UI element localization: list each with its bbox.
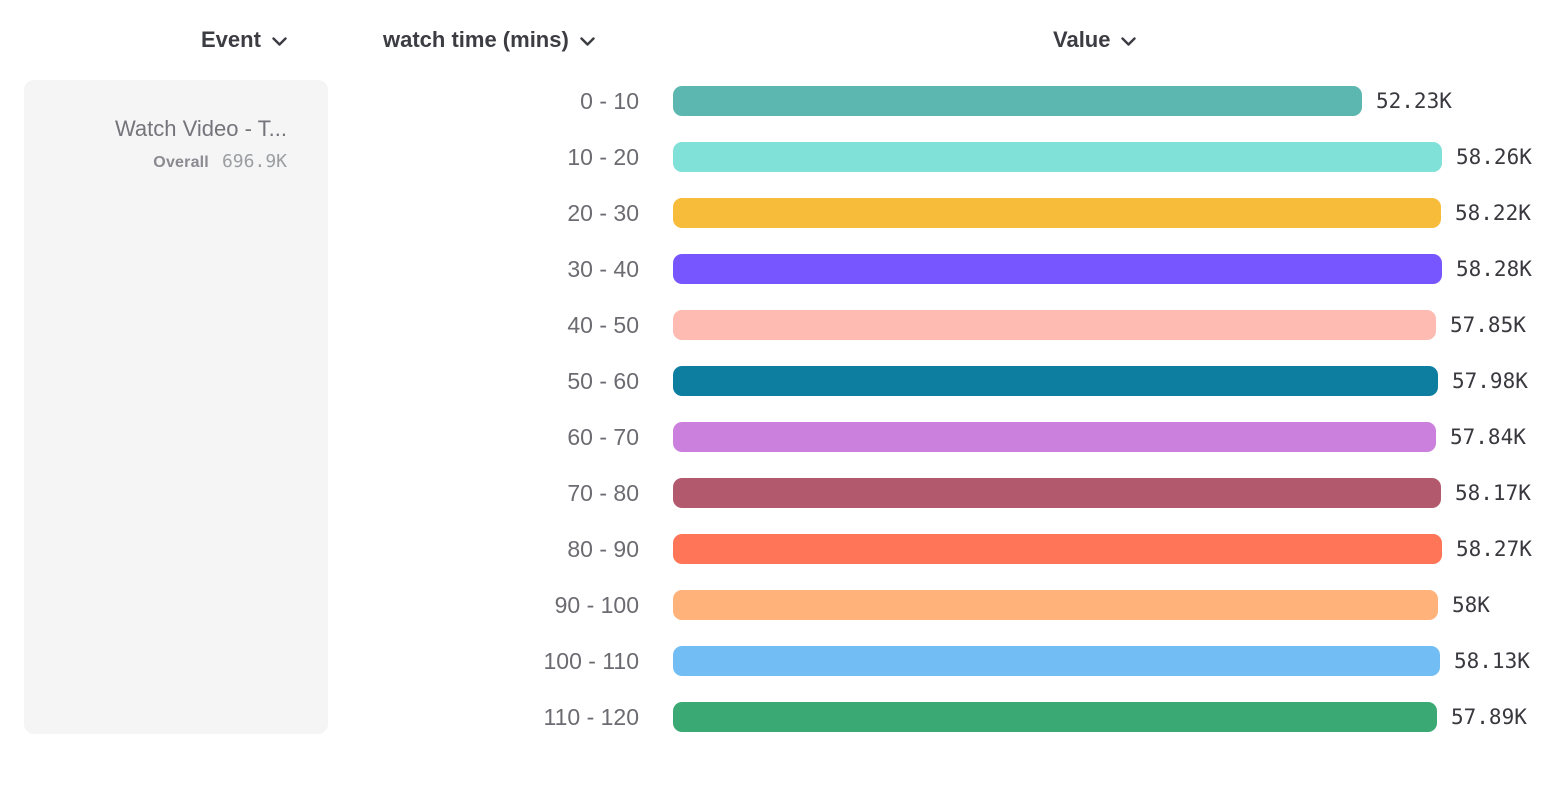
overall-row: Overall 696.9K xyxy=(24,151,287,172)
value-label: 57.85K xyxy=(1450,313,1526,337)
bucket-label: 80 - 90 xyxy=(567,535,639,562)
value-label: 58.13K xyxy=(1454,649,1530,673)
value-bar[interactable] xyxy=(673,646,1440,676)
chevron-down-icon xyxy=(272,36,287,46)
bucket-label: 50 - 60 xyxy=(567,367,639,394)
event-column-header[interactable]: Event xyxy=(201,27,287,53)
chart-row: 20 - 30 58.22K xyxy=(0,185,1568,241)
value-label: 58.17K xyxy=(1455,481,1531,505)
chart-rows: 0 - 10 52.23K 10 - 20 58.26K 20 - 30 58.22K 30… xyxy=(0,73,1568,745)
value-bar[interactable] xyxy=(673,142,1442,172)
watch-time-column-label: watch time (mins) xyxy=(383,27,569,52)
chart-row: 50 - 60 57.98K xyxy=(0,353,1568,409)
value-bar[interactable] xyxy=(673,254,1442,284)
chart-row: 40 - 50 57.85K xyxy=(0,297,1568,353)
chart-row: 0 - 10 52.23K xyxy=(0,73,1568,129)
value-bar[interactable] xyxy=(673,366,1438,396)
event-name: Watch Video - T... xyxy=(114,116,287,141)
chart-row: 70 - 80 58.17K xyxy=(0,465,1568,521)
value-label: 57.84K xyxy=(1450,425,1526,449)
chart-row: 110 - 120 57.89K xyxy=(0,689,1568,745)
value-bar[interactable] xyxy=(673,310,1436,340)
chevron-down-icon xyxy=(580,36,595,46)
event-column-label: Event xyxy=(201,27,261,52)
value-bar[interactable] xyxy=(673,534,1442,564)
value-bar[interactable] xyxy=(673,702,1437,732)
bucket-label: 60 - 70 xyxy=(567,423,639,450)
bucket-label: 40 - 50 xyxy=(567,311,639,338)
value-label: 57.89K xyxy=(1451,705,1527,729)
chart-row: 90 - 100 58K xyxy=(0,577,1568,633)
bucket-label: 30 - 40 xyxy=(567,255,639,282)
value-label: 58.26K xyxy=(1456,145,1532,169)
chart-row: 100 - 110 58.13K xyxy=(0,633,1568,689)
chart-row: 10 - 20 58.26K xyxy=(0,129,1568,185)
value-bar[interactable] xyxy=(673,590,1438,620)
value-label: 57.98K xyxy=(1452,369,1528,393)
value-label: 58.27K xyxy=(1456,537,1532,561)
value-bar[interactable] xyxy=(673,422,1436,452)
value-bar[interactable] xyxy=(673,86,1362,116)
chart-row: 60 - 70 57.84K xyxy=(0,409,1568,465)
value-bar[interactable] xyxy=(673,478,1441,508)
value-label: 58K xyxy=(1452,593,1490,617)
value-label: 58.28K xyxy=(1456,257,1532,281)
bucket-label: 20 - 30 xyxy=(567,199,639,226)
bucket-label: 0 - 10 xyxy=(580,87,639,114)
value-column-header[interactable]: Value xyxy=(1053,27,1137,53)
bucket-label: 90 - 100 xyxy=(554,591,639,618)
overall-value: 696.9K xyxy=(221,151,287,172)
bucket-label: 10 - 20 xyxy=(567,143,639,170)
chevron-down-icon xyxy=(1121,36,1137,46)
event-panel-content: Watch Video - T... Overall 696.9K xyxy=(24,80,328,172)
value-label: 58.22K xyxy=(1455,201,1531,225)
bucket-label: 70 - 80 xyxy=(567,479,639,506)
value-label: 52.23K xyxy=(1376,89,1452,113)
overall-label: Overall xyxy=(153,154,209,171)
bucket-label: 100 - 110 xyxy=(543,647,639,674)
event-panel-card[interactable]: Watch Video - T... Overall 696.9K xyxy=(24,80,328,734)
value-column-label: Value xyxy=(1053,27,1111,52)
chart-row: 80 - 90 58.27K xyxy=(0,521,1568,577)
value-bar[interactable] xyxy=(673,198,1441,228)
bucket-label: 110 - 120 xyxy=(543,703,639,730)
chart-row: 30 - 40 58.28K xyxy=(0,241,1568,297)
watch-time-column-header[interactable]: watch time (mins) xyxy=(383,27,595,53)
